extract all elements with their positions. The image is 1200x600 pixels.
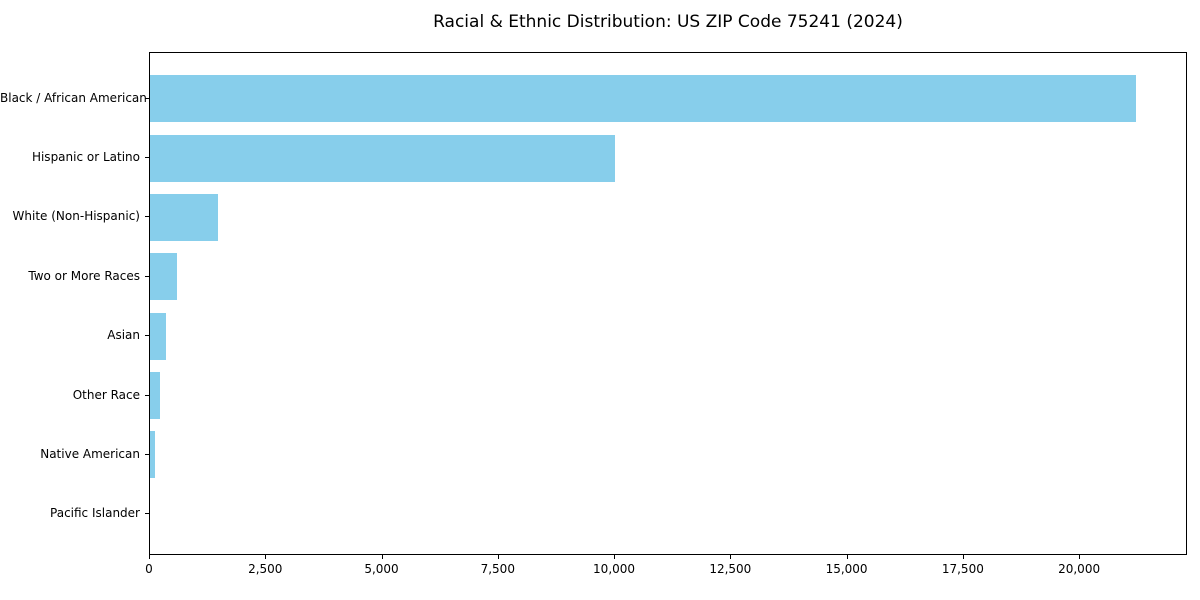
y-tick-mark [145,157,149,159]
y-tick-label: Hispanic or Latino [31,150,140,165]
bar-hispanic-or-latino [150,134,615,182]
y-tick-label: Native American [40,446,140,461]
y-tick-label: White (Non-Hispanic) [12,209,140,224]
bar-asian [150,312,166,360]
bar-native-american [150,431,155,479]
x-tick-mark [730,555,732,559]
y-tick-mark [145,335,149,337]
x-tick-mark [381,555,383,559]
x-tick-mark [497,555,499,559]
bar-other-race [150,372,160,420]
x-tick-label: 0 [145,562,153,576]
y-tick-mark [145,394,149,396]
bar-two-or-more-races [150,253,177,301]
y-tick-mark [145,513,149,515]
chart-title: Racial & Ethnic Distribution: US ZIP Cod… [433,12,903,32]
x-tick-label: 7,500 [480,562,515,576]
y-tick-mark [145,275,149,277]
x-tick-label: 20,000 [1058,562,1101,576]
x-tick-mark [962,555,964,559]
x-tick-mark [265,555,267,559]
y-tick-label: Pacific Islander [50,506,140,521]
x-tick-label: 15,000 [825,562,868,576]
x-tick-mark [846,555,848,559]
y-tick-mark [145,216,149,218]
y-tick-label: Black / African American [0,90,147,105]
y-tick-mark [145,453,149,455]
y-tick-label: Asian [107,328,140,343]
bar-white-non-hispanic [150,193,218,241]
x-tick-label: 10,000 [593,562,636,576]
x-tick-mark [1079,555,1081,559]
x-tick-label: 2,500 [248,562,283,576]
x-tick-label: 17,500 [941,562,984,576]
y-tick-label: Two or More Races [28,268,140,283]
y-tick-label: Other Race [72,387,140,402]
bar-black-african-american [150,75,1136,123]
y-tick-mark [145,97,149,99]
x-tick-mark [149,555,150,559]
x-tick-label: 5,000 [364,562,399,576]
plot-area [149,52,1187,555]
x-tick-label: 12,500 [709,562,752,576]
x-tick-mark [614,555,616,559]
